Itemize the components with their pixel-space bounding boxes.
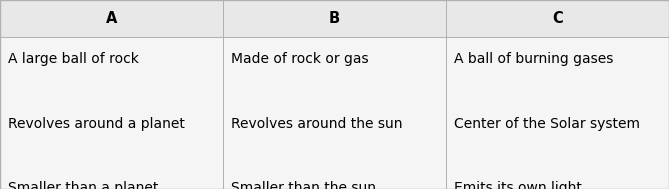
- Text: Made of rock or gas: Made of rock or gas: [231, 52, 369, 66]
- Text: A large ball of rock: A large ball of rock: [8, 52, 139, 66]
- Bar: [446, 0, 669, 37]
- Text: A: A: [106, 11, 117, 26]
- Text: Revolves around a planet: Revolves around a planet: [8, 117, 185, 131]
- Text: C: C: [552, 11, 563, 26]
- Text: Center of the Solar system: Center of the Solar system: [454, 117, 640, 131]
- Text: Emits its own light: Emits its own light: [454, 181, 581, 189]
- Bar: [0, 37, 223, 189]
- Text: B: B: [328, 11, 340, 26]
- Bar: [223, 37, 446, 189]
- Bar: [223, 0, 446, 37]
- Text: Smaller than the sun: Smaller than the sun: [231, 181, 376, 189]
- Text: Smaller than a planet: Smaller than a planet: [8, 181, 159, 189]
- Bar: [0, 0, 223, 37]
- Text: Revolves around the sun: Revolves around the sun: [231, 117, 402, 131]
- Text: A ball of burning gases: A ball of burning gases: [454, 52, 613, 66]
- Bar: [446, 37, 669, 189]
